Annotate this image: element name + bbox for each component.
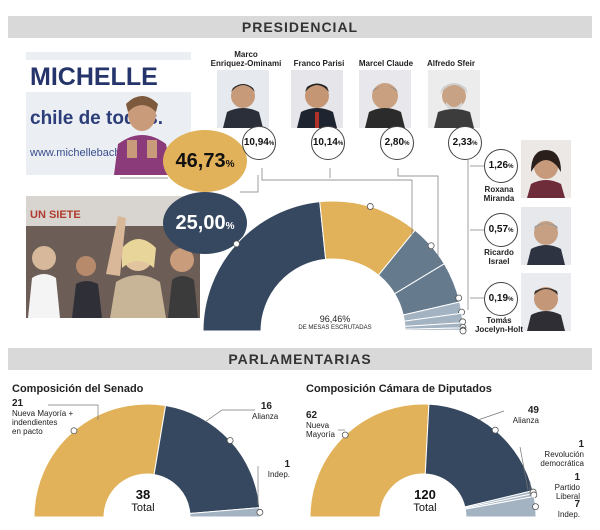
candidate-name-claude: Marcel Claude (358, 59, 414, 68)
matthei-pct: 25,00 (175, 212, 226, 234)
matthei-pct-badge: 25,00% (163, 192, 247, 254)
diputados-slice-marker-0 (341, 431, 349, 439)
senado-leader-line-0 (48, 404, 99, 420)
senado-nm-label: 21 Nueva Mayoría + indendientes en pacto (12, 398, 74, 436)
presidential-slice-segment-8 (404, 329, 464, 332)
diputados-title: Composición Cámara de Diputados (306, 383, 492, 395)
senado-indep-label: 1 Indep. (267, 459, 290, 479)
candidate-name-miranda: Roxana Miranda (483, 185, 515, 203)
senado-slice-segment-0 (33, 403, 167, 518)
senado-title: Composición del Senado (12, 383, 144, 395)
mesas-pct: 96,46% (319, 314, 351, 324)
diputados-slice-segment-4 (464, 495, 537, 518)
meo-portrait (217, 70, 269, 128)
candidate-name-parisi: Franco Parisi (293, 59, 345, 68)
presidential-slice-marker-2 (427, 242, 435, 250)
candidate-pct-claude: 2,80% (380, 126, 414, 160)
banner-name: MICHELLE (30, 63, 158, 91)
senado-slice-marker-2 (256, 508, 264, 516)
diputados-slice-segment-1 (424, 403, 534, 508)
presidential-leader-line-0 (240, 175, 259, 193)
presidencial-title: PRESIDENCIAL (241, 19, 359, 35)
diputados-nm-label: 62 Nueva Mayoría (306, 410, 335, 439)
bachelet-pct-badge: 46,73% (163, 130, 247, 192)
candidate-pct-israel: 0,57% (484, 213, 518, 247)
candidate-pct-jocelyn-holt: 0,19% (484, 282, 518, 316)
miranda-portrait (521, 140, 571, 198)
candidate-pct-meo: 10,94% (242, 126, 276, 160)
presidential-leader-line-1 (261, 168, 413, 238)
israel-portrait (521, 207, 571, 265)
diputados-leader-line-1 (477, 410, 505, 421)
sfeir-portrait (428, 70, 480, 128)
parisi-portrait (291, 70, 343, 128)
candidate-pct-miranda: 1,26% (484, 149, 518, 183)
candidate-name-jocelyn-holt: Tomás Jocelyn-Holt (474, 316, 523, 334)
senado-slice-segment-1 (153, 404, 261, 514)
senado-slice-marker-1 (226, 437, 234, 444)
diputados-rd-label: 1 Revolución democrática (540, 439, 584, 468)
diputados-slice-marker-1 (491, 426, 499, 434)
parlamentarias-band: PARLAMENTARIAS (8, 348, 592, 370)
matthei-pct-unit: % (225, 221, 235, 232)
senado-slice-marker-0 (70, 427, 78, 435)
candidate-pct-parisi: 10,14% (311, 126, 345, 160)
candidate-name-israel: Ricardo Israel (484, 248, 514, 266)
senado-total: 38 Total (131, 487, 155, 514)
senado-leader-line-1 (204, 409, 255, 423)
presidential-slice-marker-3 (455, 294, 463, 302)
diputados-total: 120 Total (413, 487, 437, 514)
candidate-name-meo: Marco Enriquez-Ominami (210, 50, 282, 68)
diputados-slice-segment-0 (309, 403, 430, 518)
presidential-leader-line-3 (397, 168, 439, 266)
presidential-slice-marker-0 (233, 240, 240, 248)
banner2-text: UN SIETE (30, 209, 81, 221)
presidential-slice-marker-8 (459, 327, 467, 335)
diputados-pl-label: 1 Partido Liberal (554, 472, 580, 501)
senado-alianza-label: 16 Alianza (252, 401, 279, 421)
presidential-slice-marker-1 (366, 203, 374, 210)
diputados-leader-line-2 (519, 446, 529, 491)
bachelet-pct: 46,73 (175, 150, 226, 172)
bachelet-pct-unit: % (225, 159, 235, 170)
diputados-indep-label: 7 Indep. (557, 499, 580, 519)
diputados-alianza-label: 49 Alianza (512, 405, 539, 425)
presidencial-band: PRESIDENCIAL (8, 16, 592, 38)
diputados-slice-marker-4 (532, 503, 539, 511)
jocelyn-holt-portrait (521, 273, 571, 331)
mesas-text: DE MESAS ESCRUTADAS (298, 325, 372, 331)
mesas-label: 96,46% DE MESAS ESCRUTADAS (295, 315, 375, 333)
matthei-photo: UN SIETE (26, 196, 200, 318)
parlamentarias-title: PARLAMENTARIAS (228, 351, 372, 367)
candidate-pct-sfeir: 2,33% (448, 126, 482, 160)
claude-portrait (359, 70, 411, 128)
presidential-slice-segment-0 (202, 201, 327, 332)
candidate-name-sfeir: Alfredo Sfeir (426, 59, 475, 68)
